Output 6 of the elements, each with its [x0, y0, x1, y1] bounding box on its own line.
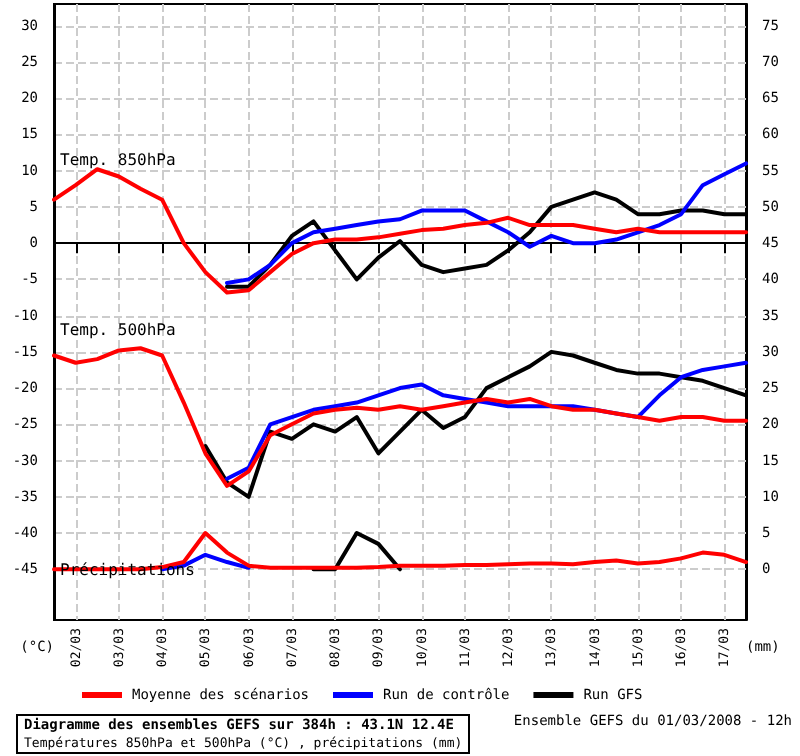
annotation: Temp. 850hPa	[60, 151, 176, 169]
line-series	[52, 346, 748, 488]
line-series	[225, 360, 748, 481]
line-series	[52, 167, 748, 295]
line-series	[225, 161, 748, 286]
annotation: Temp. 500hPa	[60, 321, 176, 339]
